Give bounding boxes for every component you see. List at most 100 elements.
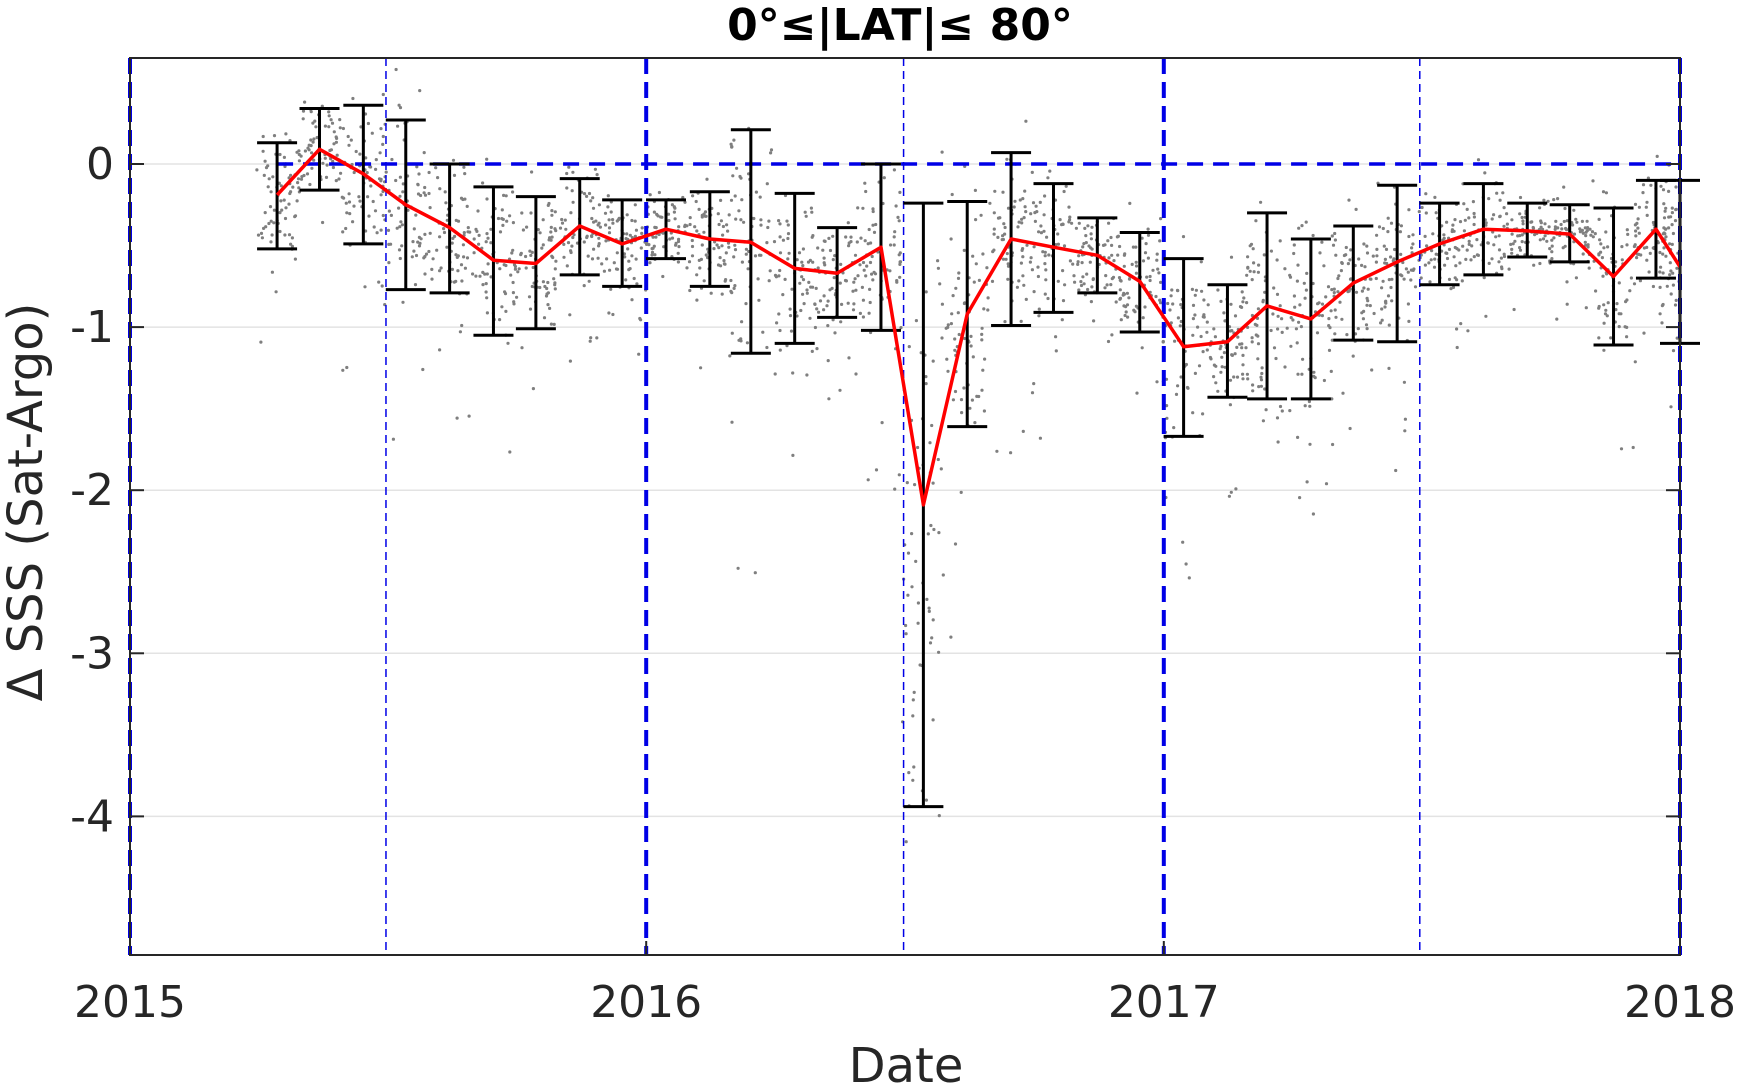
scatter-point	[344, 201, 348, 205]
scatter-point	[1636, 226, 1640, 230]
scatter-point	[1030, 170, 1034, 174]
scatter-point	[1562, 219, 1566, 224]
scatter-point	[1625, 228, 1629, 232]
scatter-point	[301, 109, 306, 113]
scatter-point	[861, 206, 865, 210]
scatter-point	[1387, 366, 1391, 370]
scatter-point	[1018, 198, 1022, 202]
scatter-point	[1563, 206, 1567, 211]
scatter-point	[1366, 287, 1370, 291]
scatter-point	[1327, 317, 1331, 321]
scatter-point	[720, 244, 724, 248]
scatter-point	[525, 225, 529, 229]
scatter-point	[1030, 391, 1035, 395]
scatter-point	[813, 325, 818, 330]
scatter-point	[1385, 261, 1389, 266]
scatter-point	[1597, 306, 1601, 310]
scatter-point	[1589, 233, 1593, 237]
scatter-point	[1172, 426, 1176, 430]
scatter-point	[1455, 327, 1459, 331]
scatter-point	[1492, 213, 1496, 217]
scatter-point	[1597, 252, 1601, 256]
scatter-point	[1518, 212, 1522, 216]
scatter-point	[1291, 318, 1295, 322]
scatter-point	[1409, 278, 1413, 282]
scatter-point	[1407, 234, 1411, 239]
scatter-point	[1374, 260, 1378, 264]
scatter-point	[290, 244, 294, 248]
scatter-point	[611, 221, 615, 225]
scatter-point	[554, 229, 558, 233]
scatter-point	[1427, 261, 1431, 265]
scatter-point	[1661, 252, 1665, 256]
scatter-point	[347, 192, 351, 196]
scatter-point	[508, 450, 512, 454]
scatter-point	[444, 201, 448, 205]
scatter-point	[667, 218, 671, 223]
scatter-point	[329, 118, 333, 122]
scatter-point	[515, 295, 519, 299]
scatter-point	[597, 221, 601, 225]
scatter-point	[417, 244, 422, 248]
scatter-point	[897, 219, 901, 223]
scatter-point	[745, 341, 750, 345]
scatter-point	[735, 166, 739, 170]
scatter-point	[898, 260, 902, 264]
scatter-point	[632, 276, 636, 281]
scatter-point	[1234, 487, 1238, 491]
scatter-point	[906, 593, 910, 597]
scatter-point	[327, 125, 331, 129]
scatter-point	[1304, 288, 1308, 292]
scatter-point	[1400, 274, 1404, 278]
scatter-point	[973, 421, 977, 425]
scatter-point	[1155, 380, 1159, 384]
scatter-point	[1601, 190, 1606, 194]
scatter-point	[352, 204, 356, 208]
scatter-point	[852, 302, 856, 306]
scatter-point	[550, 235, 554, 239]
scatter-point	[1228, 403, 1232, 407]
scatter-point	[640, 226, 644, 230]
scatter-point	[851, 289, 855, 293]
scatter-point	[932, 527, 936, 532]
scatter-point	[1472, 222, 1476, 227]
scatter-point	[1601, 274, 1605, 278]
scatter-point	[1332, 287, 1336, 291]
scatter-point	[486, 262, 490, 266]
scatter-point	[1565, 302, 1569, 306]
scatter-point	[592, 247, 596, 251]
scatter-point	[303, 100, 307, 104]
scatter-point	[1276, 327, 1280, 331]
scatter-point	[904, 840, 908, 844]
scatter-point	[1261, 419, 1265, 423]
scatter-point	[438, 187, 442, 191]
scatter-point	[591, 206, 596, 210]
scatter-point	[721, 224, 726, 229]
scatter-point	[471, 272, 475, 276]
scatter-point	[623, 255, 627, 259]
scatter-point	[1022, 216, 1026, 220]
scatter-point	[1292, 294, 1296, 298]
scatter-point	[498, 230, 503, 234]
scatter-point	[511, 248, 515, 252]
scatter-point	[1380, 286, 1384, 290]
scatter-point	[553, 287, 557, 291]
scatter-point	[996, 235, 1000, 239]
scatter-point	[342, 196, 346, 200]
scatter-point	[605, 257, 609, 261]
scatter-point	[1475, 253, 1479, 257]
scatter-point	[1283, 267, 1287, 271]
scatter-point	[341, 230, 345, 234]
scatter-point	[864, 189, 868, 194]
scatter-point	[1402, 380, 1406, 384]
scatter-point	[801, 247, 806, 251]
scatter-point	[1264, 408, 1268, 412]
scatter-point	[688, 216, 692, 220]
scatter-point	[847, 244, 851, 248]
scatter-point	[1257, 263, 1261, 267]
scatter-point	[1089, 237, 1093, 241]
scatter-point	[1038, 200, 1042, 204]
scatter-point	[811, 260, 815, 264]
scatter-point	[417, 172, 421, 176]
scatter-point	[802, 302, 806, 306]
